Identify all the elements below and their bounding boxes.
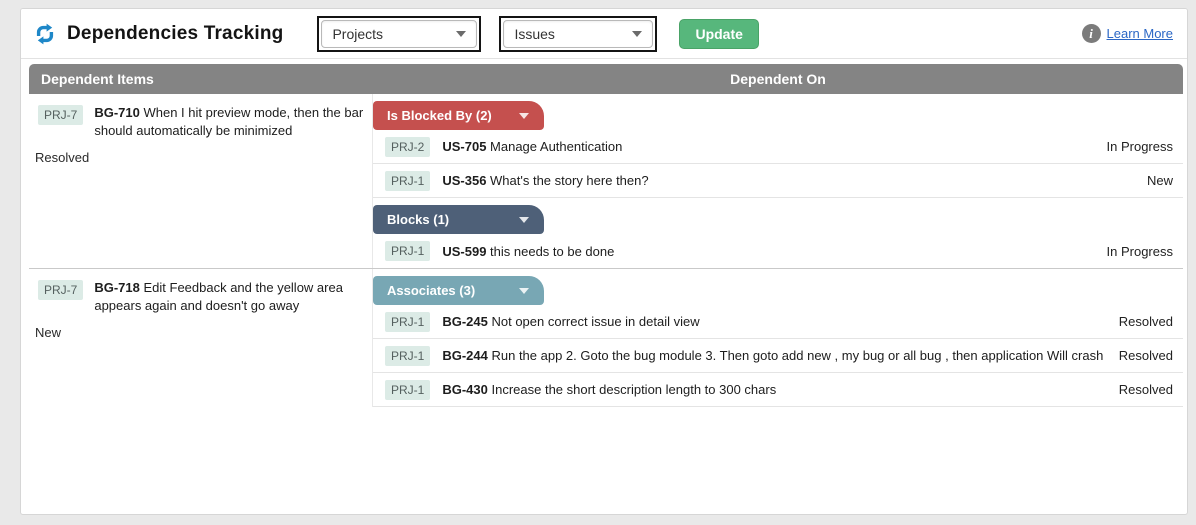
dependent-on-cell: Is Blocked By (2) PRJ-2 US-705 Manage Auth… [373,94,1183,268]
blocks-tab[interactable]: Blocks (1) [373,205,544,234]
issue-summary: US-356 What's the story here then? [442,173,649,188]
status-label: New [1146,173,1173,188]
projects-dropdown[interactable]: Projects [317,15,482,52]
project-badge: PRJ-1 [385,345,431,366]
chevron-down-icon [632,30,643,37]
dependency-group: PRJ-7 BG-718 Edit Feedback and the yellow… [29,269,1183,407]
toolbar: Dependencies Tracking Projects Issues Up… [21,9,1187,59]
issues-dropdown-value: Issues [514,25,555,42]
issue-summary: US-599 this needs to be done [442,243,615,259]
column-header-dependent-items: Dependent Items [41,71,154,87]
status-label: Resolved [35,150,90,166]
update-button[interactable]: Update [679,18,759,49]
issues-dropdown[interactable]: Issues [499,15,658,52]
section-tab-label: Associates (3) [387,283,476,298]
issue-summary: BG-430 Increase the short description le… [442,382,777,397]
blocked-by-section: Is Blocked By (2) PRJ-2 US-705 Manage Auth… [373,94,1183,198]
dependency-row[interactable]: PRJ-1 BG-244 Run the app 2. Goto the bug … [373,339,1183,373]
dependencies-tracking-panel: Dependencies Tracking Projects Issues Up… [20,8,1188,515]
chevron-down-icon [519,287,529,294]
dependent-on-cell: Associates (3) PRJ-1 BG-245 Not open corre… [373,269,1183,407]
issue-key: BG-245 [442,314,488,329]
issue-summary: BG-244 Run the app 2. Goto the bug modul… [442,348,1104,363]
status-label: In Progress [1106,243,1173,259]
info-icon: i [1081,24,1101,43]
dependent-item-cell[interactable]: PRJ-7 BG-718 Edit Feedback and the yellow… [29,269,373,407]
blocks-section: Blocks (1) PRJ-1 US-599 this needs to be d… [373,198,1183,268]
status-label: Resolved [1118,348,1173,363]
chevron-down-icon [519,216,529,223]
dependent-item-main: PRJ-7 BG-710 When I hit preview mode, the… [33,104,364,140]
dependencies-table: Dependent Items Dependent On PRJ-7 BG-710… [21,59,1187,514]
section-tab-label: Is Blocked By (2) [387,108,492,123]
issue-key: US-599 [442,243,487,259]
dependency-row[interactable]: PRJ-1 US-599 this needs to be done In Prog… [373,234,1183,268]
associates-section: Associates (3) PRJ-1 BG-245 Not open corre… [373,269,1183,407]
dependency-row[interactable]: PRJ-2 US-705 Manage Authentication In Prog… [373,130,1183,164]
issue-summary: BG-710 When I hit preview mode, then the… [94,105,364,139]
issue-key: BG-244 [442,348,488,363]
projects-dropdown-value: Projects [332,25,384,42]
associates-tab[interactable]: Associates (3) [373,276,544,305]
project-badge: PRJ-2 [385,136,431,157]
status-label: In Progress [1106,139,1173,154]
issue-summary: US-705 Manage Authentication [442,139,623,154]
issue-key: US-705 [442,139,487,154]
chevron-down-icon [519,112,529,119]
issue-summary: BG-245 Not open correct issue in detail … [442,314,700,329]
sync-icon [36,23,54,44]
issue-key: BG-718 [94,280,140,295]
learn-more-link[interactable]: Learn More [1106,26,1173,41]
section-tab-label: Blocks (1) [387,212,450,227]
dependent-item-cell[interactable]: PRJ-7 BG-710 When I hit preview mode, the… [29,94,373,268]
dependent-item-main: PRJ-7 BG-718 Edit Feedback and the yellow… [33,279,364,315]
project-badge: PRJ-1 [385,170,431,191]
project-badge: PRJ-7 [38,105,84,125]
issue-key: BG-430 [442,382,488,397]
chevron-down-icon [456,30,467,37]
column-header-dependent-on: Dependent On [730,71,826,87]
issue-summary: BG-718 Edit Feedback and the yellow area… [94,280,343,314]
table-body: PRJ-7 BG-710 When I hit preview mode, the… [29,94,1183,407]
status-label: New [35,325,62,341]
table-header-row: Dependent Items Dependent On [29,64,1183,94]
status-label: Resolved [1118,382,1173,397]
issue-key: BG-710 [94,105,140,120]
project-badge: PRJ-1 [385,311,431,332]
blocked-by-tab[interactable]: Is Blocked By (2) [373,101,544,130]
project-badge: PRJ-1 [385,379,431,400]
dependency-row[interactable]: PRJ-1 US-356 What's the story here then? N… [373,164,1183,198]
dependency-row[interactable]: PRJ-1 BG-245 Not open correct issue in de… [373,305,1183,339]
status-label: Resolved [1118,314,1173,329]
dependency-group: PRJ-7 BG-710 When I hit preview mode, the… [29,94,1183,269]
page-title: Dependencies Tracking [67,22,284,44]
dependency-row[interactable]: PRJ-1 BG-430 Increase the short descripti… [373,373,1183,407]
project-badge: PRJ-7 [38,280,84,300]
issue-key: US-356 [442,173,487,188]
project-badge: PRJ-1 [385,241,431,261]
